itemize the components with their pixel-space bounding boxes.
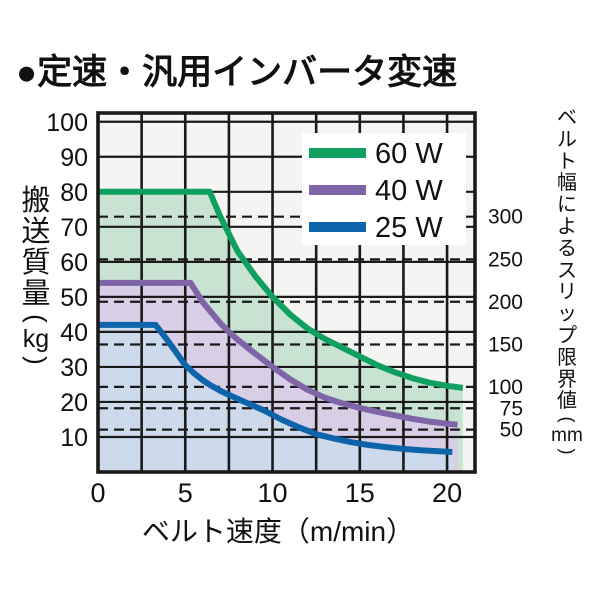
y-tick-label: 50 (60, 284, 88, 312)
chart-title: ●定速・汎用インバータ変速 (16, 53, 458, 92)
axis-title-char: ト (557, 150, 577, 173)
y-tick-label: 40 (60, 319, 88, 347)
x-axis-title: ベルト速度（m/min） (141, 516, 415, 547)
right-tick-label: 75 (500, 397, 523, 420)
right-tick-label: 300 (488, 206, 523, 229)
y-tick-label: 80 (60, 179, 88, 207)
axis-title-char: kg (22, 325, 50, 353)
legend-label: 60 W (375, 138, 443, 170)
y-tick-label: 30 (60, 354, 88, 382)
axis-title-char: ス (557, 259, 577, 282)
axis-title-char: 値 (557, 390, 577, 413)
y-axis-title-left: 搬送質量 ( kg) (12, 186, 60, 369)
axis-title-char: 質 (21, 247, 51, 279)
series-line-40W (98, 279, 458, 428)
axis-title-char: ベ (557, 107, 577, 129)
axis-title-char: ッ (557, 303, 577, 326)
axis-title-char: mm (551, 425, 583, 447)
axis-title-char: 界 (557, 368, 577, 391)
axis-title-char: ル (557, 128, 577, 151)
right-tick-label: 200 (488, 291, 523, 314)
axis-title-char: 幅 (557, 172, 577, 195)
y-tick-label: 70 (60, 214, 88, 242)
series-fill-25W (98, 324, 453, 472)
right-tick-label: 50 (500, 419, 523, 442)
axis-title-char: る (557, 237, 577, 260)
y-tick-label: 60 (60, 249, 88, 277)
x-tick-label: 20 (432, 478, 462, 508)
y-tick-label: 90 (60, 144, 88, 172)
series-line-25W (98, 321, 453, 455)
plot-frame (96, 111, 477, 474)
axis-title-char: ) (557, 448, 578, 455)
axis-title-char: ( (21, 314, 52, 323)
axis-title-char: 限 (557, 346, 577, 369)
legend-label: 40 W (375, 175, 443, 207)
x-tick-label: 10 (258, 478, 288, 508)
x-tick-label: 15 (345, 478, 375, 508)
y-tick-label: 20 (60, 389, 88, 417)
axis-title-char: 送 (21, 216, 51, 248)
axis-title-char: ( (557, 416, 578, 423)
x-tick-label: 5 (178, 478, 193, 508)
y-tick-label: 100 (46, 109, 88, 137)
series-line-60W (98, 188, 464, 391)
right-tick-label: 150 (488, 334, 523, 357)
axis-title-char: 量 (21, 278, 51, 310)
y-tick-label: 10 (60, 424, 88, 452)
axis-title-char: よ (557, 215, 577, 238)
axis-title-char: プ (557, 324, 577, 347)
axis-title-char: ) (21, 356, 52, 365)
axis-title-char: リ (557, 281, 577, 304)
x-tick-label: 0 (90, 478, 105, 508)
axis-title-char: 搬 (21, 185, 51, 217)
y-axis-title-right: ベルト幅によるスリップ限界値 ( mm) (546, 107, 588, 458)
right-tick-label: 250 (488, 248, 523, 271)
legend-label: 25 W (375, 212, 443, 244)
right-tick-label: 100 (488, 376, 523, 399)
axis-title-char: に (557, 194, 577, 217)
